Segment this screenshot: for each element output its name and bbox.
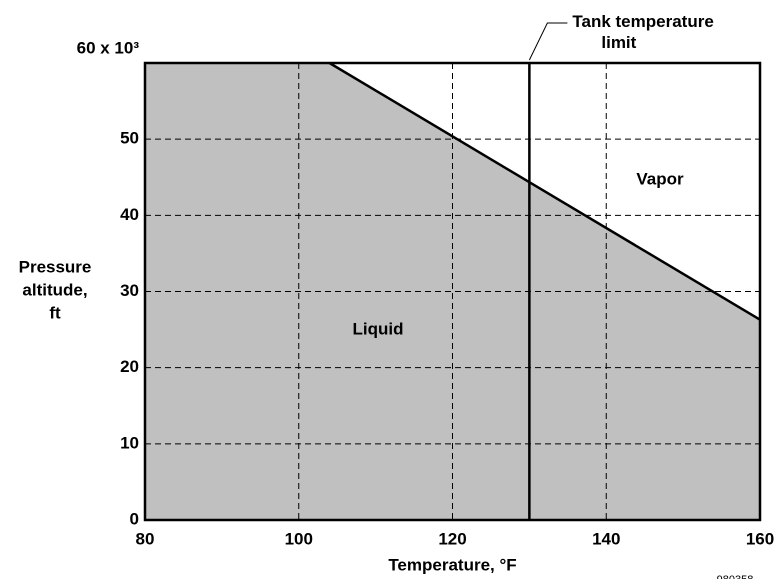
y-axis-label: ft xyxy=(49,303,61,322)
limit-label: Tank temperature limit xyxy=(572,12,713,52)
vapor-label: Vapor xyxy=(636,169,684,188)
y-tick-label: 10 xyxy=(120,433,139,452)
y-tick-label: 0 xyxy=(130,509,139,528)
x-axis-label: Temperature, °F xyxy=(388,555,516,574)
x-tick-label: 80 xyxy=(136,529,155,548)
y-tick-label: 30 xyxy=(120,281,139,300)
x-tick-label: 100 xyxy=(285,529,313,548)
y-axis-label: Pressure xyxy=(19,257,92,276)
x-tick-label: 120 xyxy=(438,529,466,548)
figure-id: 980358 xyxy=(717,574,754,579)
liquid-label: Liquid xyxy=(353,319,404,338)
y-tick-label: 60 x 10³ xyxy=(77,38,140,57)
y-axis-label: altitude, xyxy=(22,280,87,299)
y-tick-label: 50 xyxy=(120,129,139,148)
y-tick-label: 40 xyxy=(120,205,139,224)
x-tick-label: 160 xyxy=(746,529,774,548)
plot-frame xyxy=(143,61,762,522)
limit-leader xyxy=(528,22,568,61)
y-tick-label: 20 xyxy=(120,357,139,376)
boundary-line xyxy=(328,61,761,321)
x-tick-label: 140 xyxy=(592,529,620,548)
